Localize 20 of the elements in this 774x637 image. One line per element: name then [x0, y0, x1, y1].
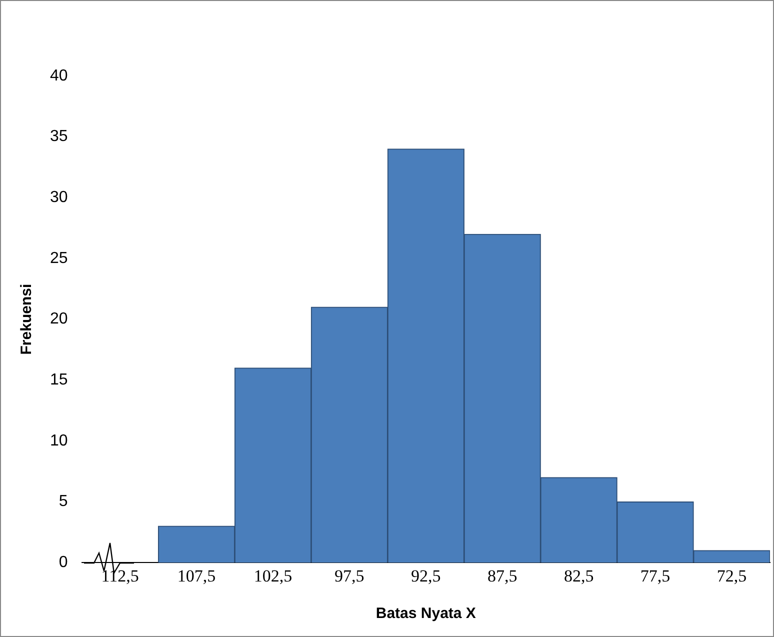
x-tick-label: 87,5 — [487, 566, 518, 586]
y-tick-label: 20 — [50, 310, 68, 328]
y-tick-label: 5 — [58, 493, 68, 510]
x-tick-label: 92,5 — [411, 566, 441, 586]
x-tick-label: 72,5 — [716, 566, 747, 586]
y-tick-label: 40 — [50, 67, 68, 84]
x-tick-label: 97,5 — [334, 566, 364, 586]
y-tick-label: 0 — [58, 554, 68, 572]
x-tick-label: 82,5 — [564, 566, 594, 586]
y-tick-label: 25 — [50, 250, 68, 267]
y-tick-label: 35 — [50, 128, 68, 146]
x-axis-title: Batas Nyata X — [376, 605, 476, 622]
x-tick-label: 107,5 — [177, 566, 216, 586]
y-tick-label: 10 — [50, 432, 68, 450]
y-tick-label: 15 — [50, 372, 68, 389]
x-tick-label: 112,5 — [101, 566, 139, 586]
x-tick-label: 77,5 — [640, 566, 670, 586]
x-tick-label: 102,5 — [254, 566, 292, 586]
y-tick-label: 30 — [50, 189, 68, 206]
y-axis-title: Frekuensi — [18, 284, 36, 355]
